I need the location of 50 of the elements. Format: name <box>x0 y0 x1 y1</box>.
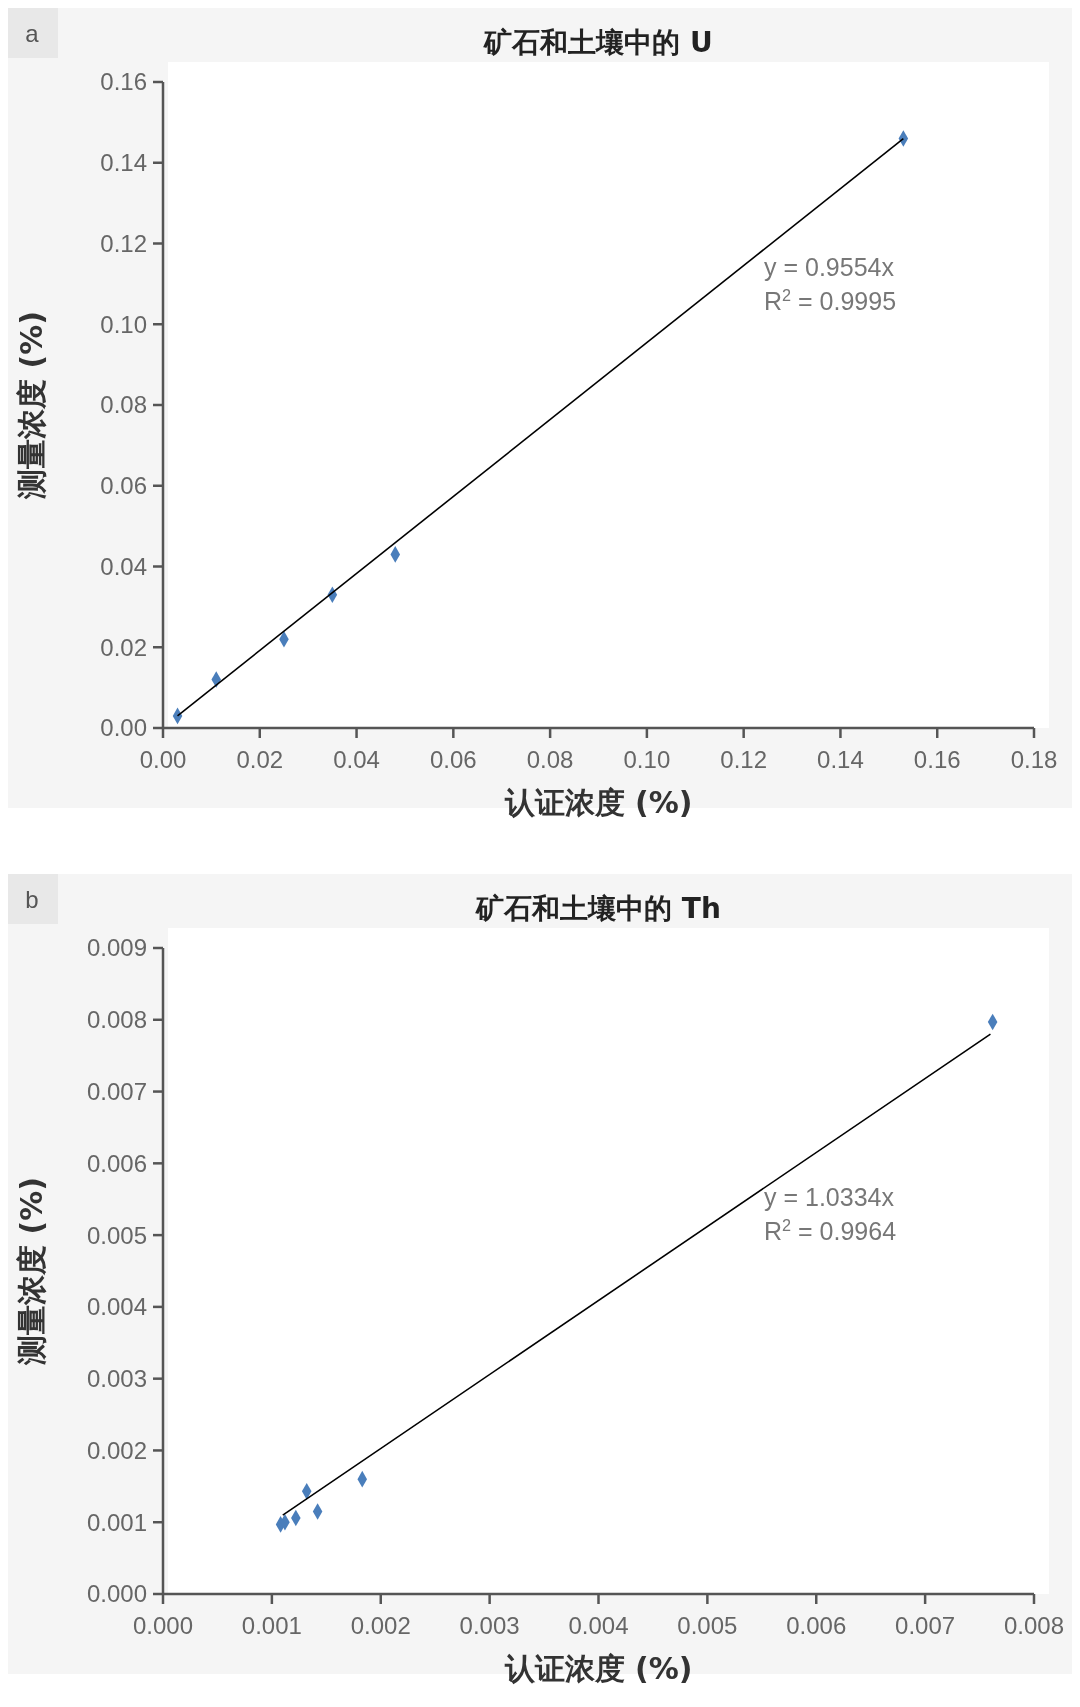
x-tick-label: 0.003 <box>459 1612 520 1639</box>
x-tick-label: 0.02 <box>236 746 284 773</box>
y-tick-label: 0.007 <box>86 1077 147 1105</box>
x-tick-label: 0.08 <box>526 746 574 773</box>
y-tick-label: 0.06 <box>100 472 147 500</box>
y-tick-label: 0.005 <box>86 1221 147 1249</box>
x-tick-label: 0.06 <box>429 746 477 773</box>
x-tick-label: 0.14 <box>817 746 864 773</box>
annotation: R$^{2}$ = 0.9995 <box>763 285 897 315</box>
x-tick-label: 0.10 <box>623 746 671 773</box>
x-tick-label: 0.002 <box>350 1612 411 1639</box>
x-tick-label: 0.000 <box>132 1612 194 1639</box>
text: a <box>25 20 40 47</box>
annotation: y = 0.9554x <box>763 252 895 281</box>
y-tick-label: 0.10 <box>100 310 147 338</box>
y-tick-label: 0.004 <box>86 1293 147 1321</box>
y-tick-label: 0.003 <box>86 1365 147 1393</box>
y-tick-label: 0.12 <box>100 229 147 257</box>
x-tick-label: 0.007 <box>895 1612 956 1639</box>
y-tick-label: 0.14 <box>100 149 147 177</box>
y-tick-label: 0.16 <box>100 68 147 96</box>
x-axis-title: 认证浓度 (%) <box>503 1651 693 1686</box>
x-tick-label: 0.008 <box>1003 1612 1065 1639</box>
y-tick-label: 0.001 <box>86 1508 147 1536</box>
x-tick-label: 0.00 <box>139 746 187 773</box>
x-tick-label: 0.16 <box>913 746 961 773</box>
y-tick-label: 0.04 <box>100 552 147 580</box>
y-tick-label: 0.02 <box>100 633 147 661</box>
text: b <box>25 886 39 913</box>
y-tick-label: 0.08 <box>100 391 147 419</box>
y-tick-label: 0.002 <box>86 1436 147 1464</box>
x-tick-label: 0.006 <box>786 1612 847 1639</box>
x-tick-label: 0.004 <box>568 1612 629 1639</box>
y-tick-label: 0.008 <box>86 1006 147 1034</box>
x-tick-label: 0.001 <box>241 1612 302 1639</box>
annotation: y = 1.0334x <box>763 1183 895 1212</box>
y-tick-label: 0.006 <box>86 1149 147 1177</box>
y-tick-label: 0.000 <box>86 1580 147 1608</box>
y-axis-title: 测量浓度 (%) <box>14 1177 49 1366</box>
chart-title: 矿石和土壤中的 U <box>483 26 713 59</box>
x-tick-label: 0.005 <box>677 1612 738 1639</box>
y-axis-title: 测量浓度 (%) <box>14 311 49 500</box>
x-tick-label: 0.12 <box>720 746 768 773</box>
y-tick-label: 0.00 <box>100 714 147 742</box>
x-axis-title: 认证浓度 (%) <box>503 785 693 820</box>
y-tick-label: 0.009 <box>86 934 147 962</box>
chart-title: 矿石和土壤中的 Th <box>475 892 721 925</box>
annotation: R$^{2}$ = 0.9964 <box>763 1216 897 1246</box>
x-tick-label: 0.18 <box>1010 746 1058 773</box>
x-tick-label: 0.04 <box>333 746 380 773</box>
